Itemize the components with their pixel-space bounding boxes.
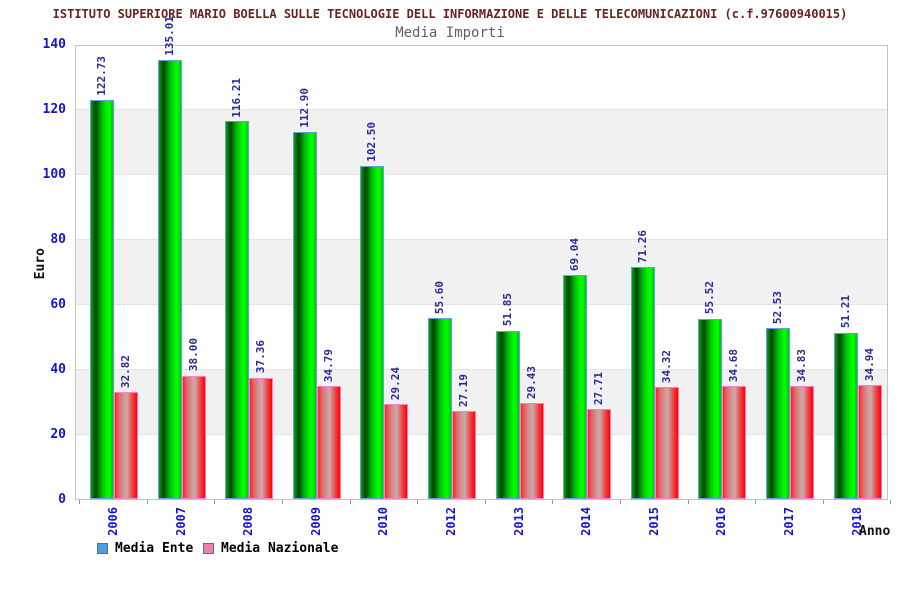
y-tick-label: 20 [50, 427, 66, 442]
bar-value-label: 102.50 [365, 122, 379, 162]
x-axis: 2006 2007 2008 2009 2010 2012 2013 2014 2015 2016… [75, 500, 892, 548]
bar-value-label: 34.32 [659, 350, 673, 384]
bar-media-ente [225, 121, 250, 499]
bar-value-label: 55.60 [433, 281, 446, 315]
bar-media-nazionale [790, 385, 814, 499]
bar-media-ente [360, 165, 385, 499]
bar-media-ente [292, 132, 317, 499]
x-tick-label: 2008 [241, 507, 256, 536]
bar-value-label: 38.00 [186, 338, 200, 372]
x-minor-tick [755, 500, 757, 504]
bar-value-label: 34.68 [727, 349, 741, 383]
bar-value-label: 27.19 [457, 373, 470, 407]
x-tick-label: 2006 [106, 507, 120, 536]
x-minor-tick [552, 500, 554, 504]
y-axis-title: Euro [33, 248, 48, 280]
bar-media-nazionale [249, 377, 274, 499]
legend: Media Ente Media Nazionale [0, 541, 900, 561]
x-tick-label: 2013 [511, 507, 526, 536]
x-minor-tick [417, 500, 419, 504]
x-minor-tick [687, 500, 689, 504]
bar-value-label: 32.82 [119, 355, 132, 389]
bar-media-ente [157, 60, 182, 499]
bar-value-label: 27.71 [592, 371, 606, 405]
x-tick-label: 2016 [714, 507, 729, 536]
x-minor-tick [484, 500, 486, 504]
bar-value-label: 69.04 [568, 237, 582, 271]
bar-value-label: 34.94 [862, 348, 876, 382]
bar-media-ente [495, 330, 520, 499]
bar-value-label: 51.21 [838, 295, 852, 329]
bar-media-nazionale [452, 410, 476, 499]
bar-media-nazionale [114, 392, 138, 499]
x-tick-label: 2015 [646, 507, 661, 536]
bar-value-label: 122.73 [95, 56, 108, 97]
bar-media-ente [698, 318, 723, 499]
y-tick-label: 100 [42, 167, 66, 182]
x-tick-label: 2017 [782, 507, 796, 536]
y-tick-label: 120 [42, 102, 66, 117]
bar-media-ente [833, 332, 858, 499]
bar-media-nazionale [654, 387, 679, 499]
bar-value-label: 112.90 [297, 88, 311, 129]
x-minor-tick [620, 500, 621, 504]
bar-media-nazionale [857, 385, 882, 499]
bar-value-label: 34.79 [321, 348, 335, 382]
y-tick-label: 140 [42, 37, 66, 52]
y-tick-label: 0 [58, 492, 66, 507]
bar-media-ente [428, 318, 452, 499]
bar-value-label: 51.85 [500, 293, 514, 327]
bar-media-nazionale [519, 403, 544, 499]
bar-value-label: 52.53 [771, 291, 784, 325]
x-tick-label: 2007 [173, 507, 188, 536]
x-minor-tick [79, 500, 81, 504]
y-tick-label: 60 [50, 297, 66, 312]
chart-title: ISTITUTO SUPERIORE MARIO BOELLA SULLE TE… [52, 7, 848, 21]
bar-media-nazionale [722, 386, 747, 499]
x-tick-label: 2012 [444, 507, 458, 536]
y-tick-label: 80 [50, 232, 66, 247]
x-minor-tick [890, 500, 892, 504]
bar-value-label: 55.52 [703, 281, 717, 315]
x-minor-tick [282, 500, 283, 504]
x-minor-tick [822, 500, 824, 504]
bar-media-nazionale [384, 403, 409, 499]
legend-swatch-media-ente [97, 543, 108, 554]
chart-subtitle: Media Importi [395, 25, 505, 41]
bar-value-label: 37.36 [254, 340, 268, 374]
bar-value-label: 71.26 [635, 230, 649, 264]
x-tick-label: 2010 [376, 507, 391, 536]
legend-label-media-ente: Media Ente [115, 541, 194, 556]
legend-label-media-nazionale: Media Nazionale [221, 541, 339, 556]
bar-value-label: 29.43 [524, 366, 538, 400]
x-minor-tick [214, 500, 216, 504]
bar-media-ente [90, 100, 114, 499]
y-axis: 0 20 40 60 80 100 120 140 [0, 37, 70, 507]
bar-media-nazionale [181, 375, 206, 499]
bar-value-label: 29.24 [389, 366, 403, 400]
y-axis-title-wrap: Euro [33, 248, 48, 283]
bar-media-ente [630, 267, 655, 499]
bar-media-nazionale [587, 408, 612, 499]
x-tick-label: 2014 [579, 507, 594, 536]
bar-value-label: 116.21 [230, 77, 244, 118]
bar-value-label: 135.01 [162, 16, 176, 57]
x-tick-label: 2009 [308, 507, 323, 536]
bar-value-label: 34.83 [795, 348, 808, 382]
y-tick-label: 40 [50, 362, 66, 377]
x-axis-title: Anno [859, 524, 891, 539]
x-minor-tick [349, 500, 351, 504]
bar-media-ente [563, 274, 588, 499]
legend-swatch-media-nazionale [203, 543, 214, 554]
bar-media-nazionale [316, 385, 341, 499]
plot-area: 122.73 32.82 135.01 38.00 116.21 37.36 112.90 3… [75, 16, 888, 500]
bar-media-ente [766, 328, 790, 499]
x-minor-tick [146, 500, 148, 504]
